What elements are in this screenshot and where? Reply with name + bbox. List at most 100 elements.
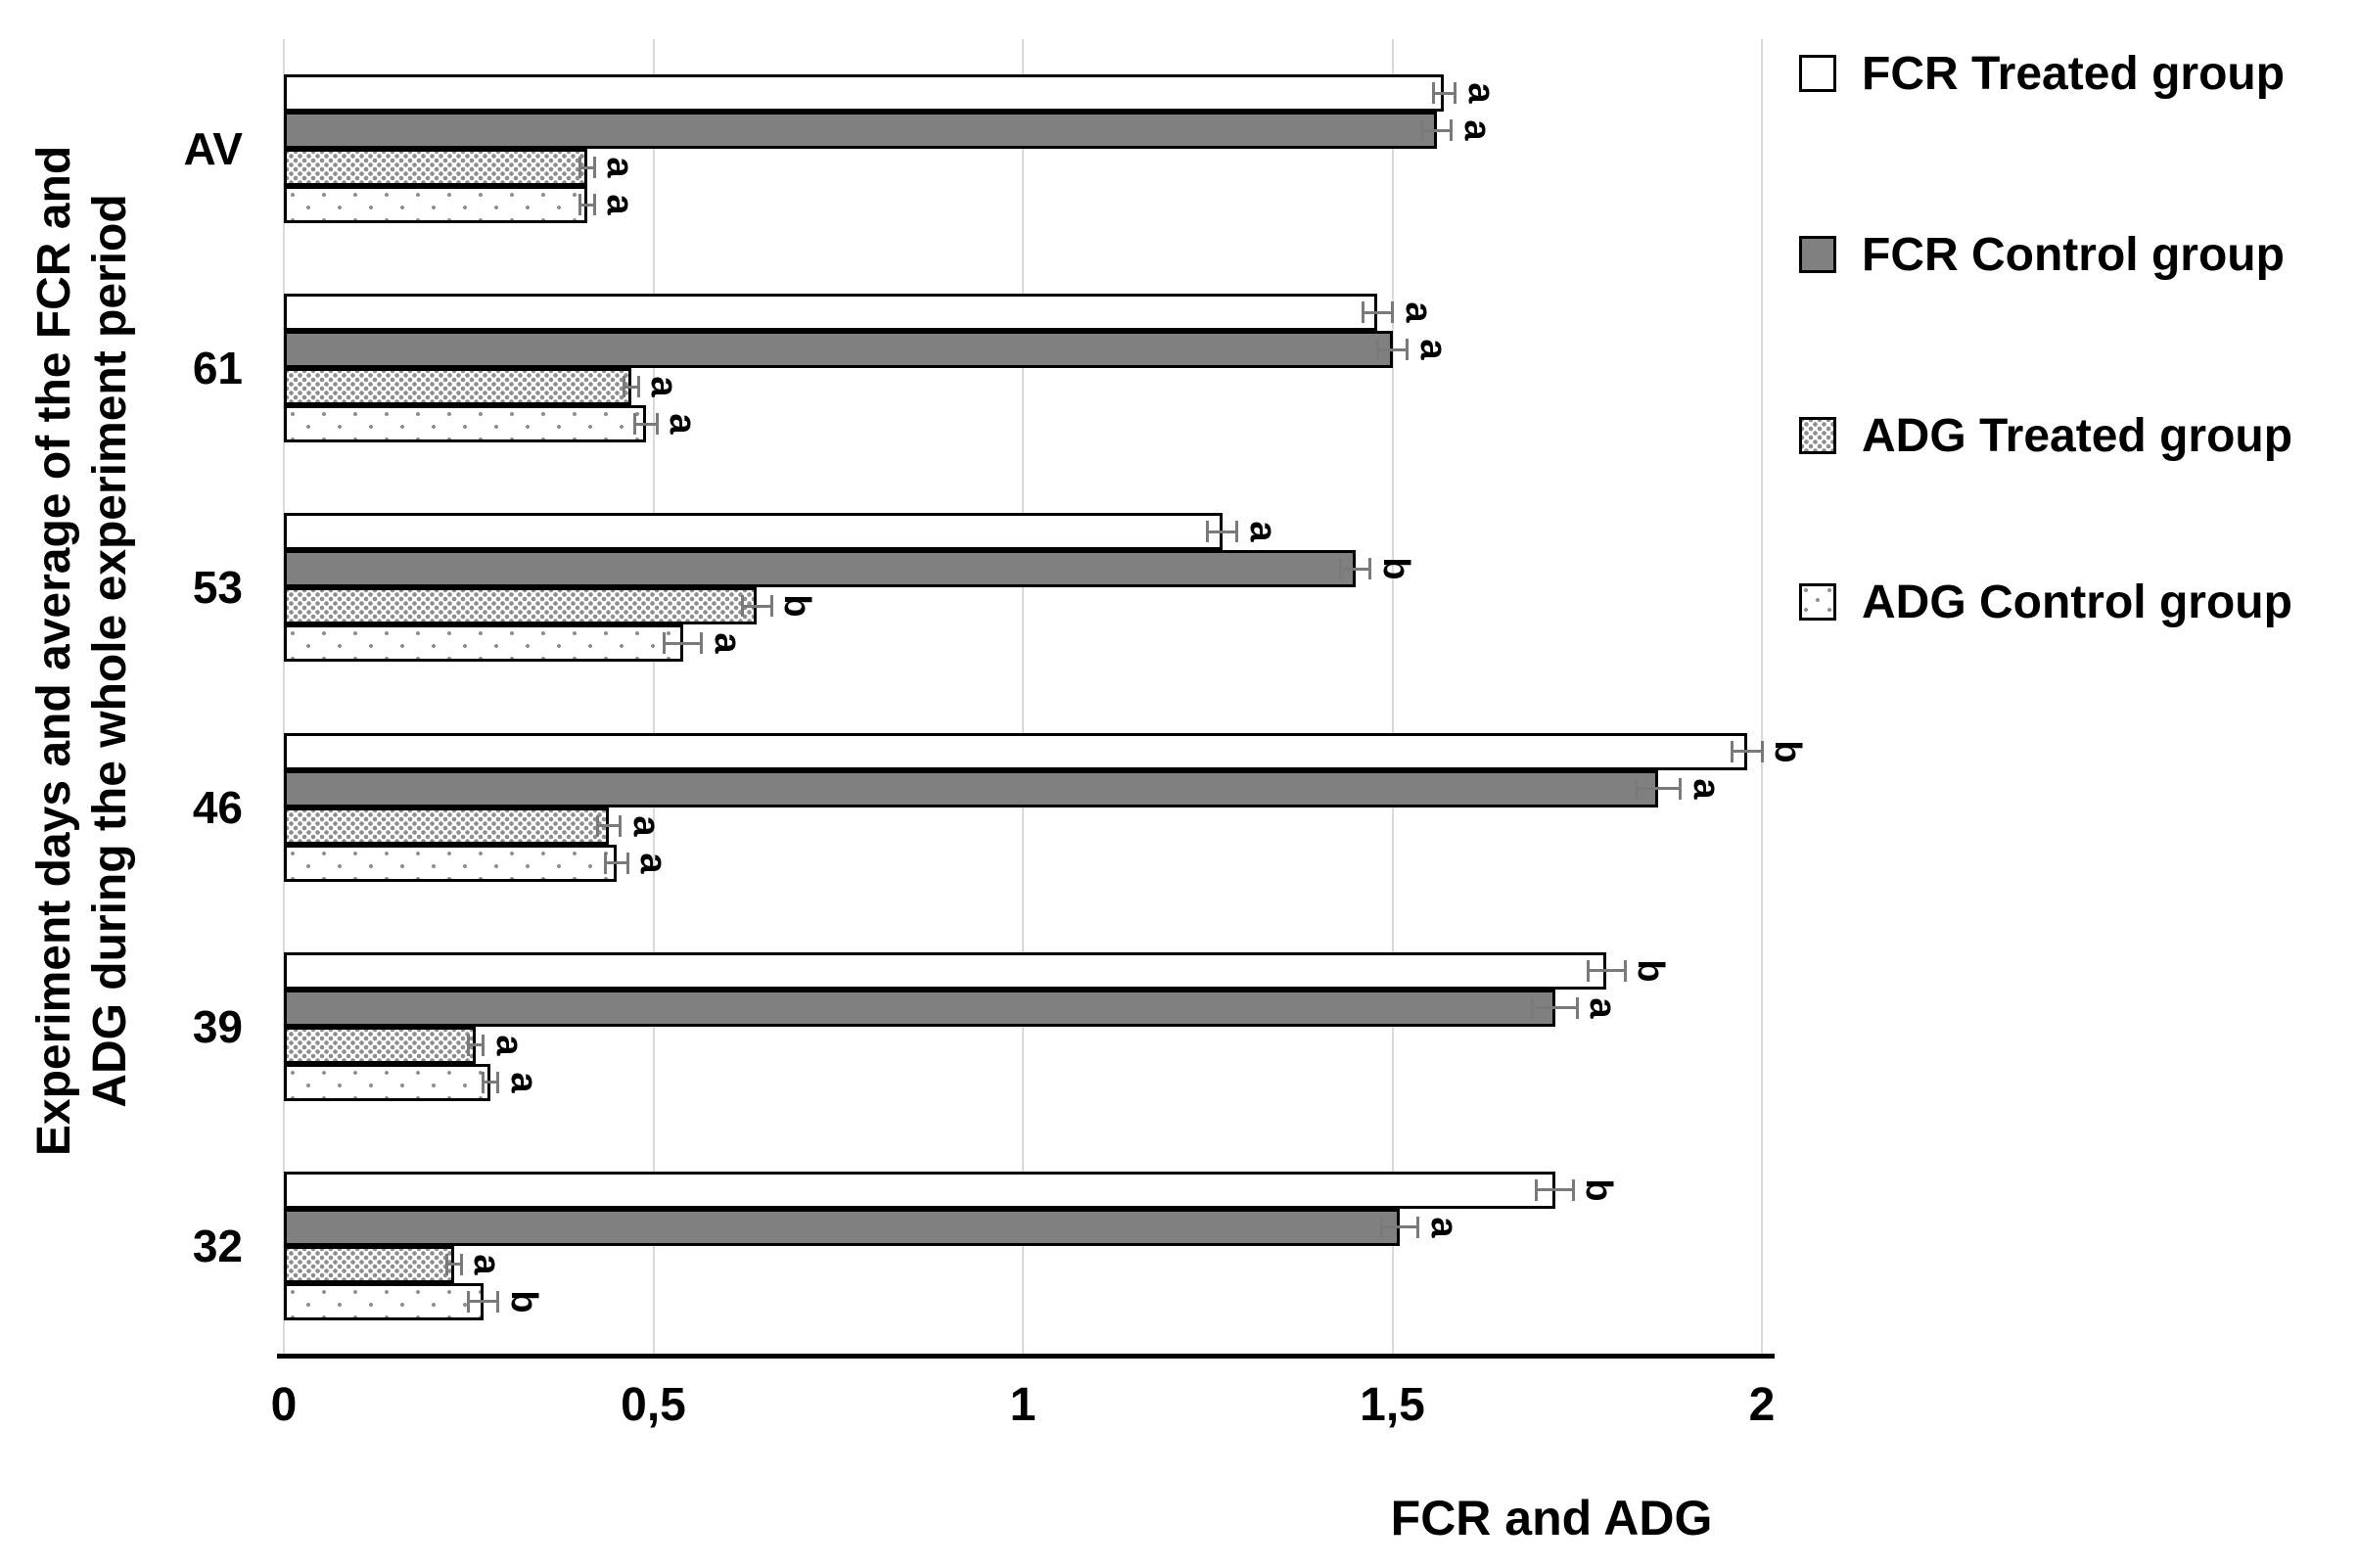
error-bar-cap [592, 194, 596, 215]
error-bar-cap [596, 814, 600, 837]
significance-letter: a [599, 194, 641, 215]
error-bar-cap [482, 1071, 485, 1093]
error-bar [742, 604, 772, 608]
error-bar-cap [655, 413, 659, 436]
significance-letter: a [1582, 997, 1624, 1019]
gridline-2 [1761, 39, 1763, 1356]
error-bar-cap [467, 1290, 471, 1313]
bar-32-adg-treated-group [284, 1245, 454, 1283]
error-bar-cap [1635, 777, 1639, 800]
error-bar-cap [1531, 996, 1535, 1019]
bar-46-fcr-control-group [284, 769, 1659, 807]
error-bar-cap [578, 157, 581, 178]
error-bar [624, 385, 639, 389]
bar-AV-adg-treated-group [284, 149, 587, 186]
error-bar-cap [578, 194, 581, 215]
significance-letter: a [502, 1072, 544, 1093]
bar-32-adg-control-group [284, 1282, 484, 1320]
bar-61-fcr-treated-group [284, 294, 1378, 332]
gridline-0 [283, 39, 285, 1356]
significance-letter: b [1578, 1178, 1620, 1202]
error-bar [468, 1043, 484, 1047]
error-bar-cap [1235, 521, 1239, 543]
category-label-53: 53 [192, 562, 243, 614]
error-bar-cap [496, 1071, 500, 1093]
significance-letter: a [1411, 339, 1454, 360]
x-axis-title: FCR and ADG [1390, 1491, 1713, 1545]
error-bar-cap [1623, 959, 1627, 982]
category-label-32: 32 [192, 1220, 243, 1271]
category-label-AV: AV [183, 123, 244, 174]
bar-32-fcr-control-group [284, 1208, 1401, 1246]
category-label-39: 39 [192, 1000, 243, 1052]
bar-39-adg-control-group [284, 1063, 491, 1101]
bar-AV-adg-control-group [284, 186, 587, 223]
bar-46-adg-treated-group [284, 807, 610, 845]
error-bar [1636, 787, 1681, 790]
error-bar-cap [769, 595, 773, 618]
error-bar [605, 861, 628, 864]
error-bar-cap [1679, 777, 1683, 800]
y-axis-title-line2: ADG during the whole experiment period [84, 194, 136, 1108]
error-bar-cap [467, 1034, 471, 1056]
bar-46-fcr-treated-group [284, 732, 1747, 770]
bar-53-fcr-control-group [284, 550, 1356, 588]
significance-letter: a [706, 632, 748, 654]
bar-46-adg-control-group [284, 844, 617, 882]
bar-39-fcr-treated-group [284, 951, 1607, 990]
error-bar [597, 824, 621, 827]
error-bar-cap [1450, 119, 1454, 141]
category-label-46: 46 [192, 781, 243, 833]
bar-53-adg-treated-group [284, 587, 758, 625]
significance-letter: b [776, 594, 818, 618]
significance-letter: a [1422, 1217, 1464, 1238]
error-bar-cap [1571, 1178, 1575, 1201]
bar-61-adg-control-group [284, 405, 646, 443]
error-bar-cap [444, 1253, 448, 1275]
error-bar [634, 422, 658, 426]
error-bar [1340, 567, 1370, 571]
error-bar [1433, 91, 1456, 95]
bar-AV-fcr-treated-group [284, 74, 1445, 112]
error-bar [1421, 128, 1452, 132]
significance-letter: a [1685, 777, 1727, 800]
error-bar-cap [1391, 301, 1394, 324]
error-bar-cap [482, 1034, 485, 1056]
error-bar [1363, 310, 1393, 314]
significance-letter: b [1630, 959, 1672, 983]
error-bar-cap [592, 157, 596, 178]
x-tick-label: 1 [1009, 1379, 1037, 1431]
error-bar-cap [633, 413, 637, 436]
error-bar [579, 203, 595, 207]
error-bar [579, 165, 595, 169]
error-bar-cap [740, 595, 744, 618]
error-bar-cap [603, 852, 607, 874]
bar-32-fcr-treated-group [284, 1171, 1555, 1209]
legend-label: ADG Control group [1862, 576, 2292, 628]
error-bar-cap [1454, 82, 1457, 104]
error-bar [1532, 1006, 1578, 1010]
error-bar [1536, 1188, 1574, 1192]
error-bar-cap [1379, 1216, 1383, 1238]
error-bar [446, 1263, 462, 1267]
x-tick-label: 2 [1748, 1379, 1776, 1431]
legend-label: FCR Treated group [1862, 48, 2286, 100]
error-bar-cap [663, 632, 667, 655]
error-bar [1207, 530, 1237, 533]
error-bar-cap [700, 632, 704, 655]
significance-letter: a [632, 852, 674, 874]
error-bar-cap [1361, 301, 1364, 324]
legend-label: ADG Treated group [1862, 410, 2293, 462]
x-tick-label: 0 [270, 1379, 298, 1431]
significance-letter: b [1374, 557, 1416, 580]
error-bar-cap [1587, 959, 1591, 982]
legend-swatch-white [1799, 55, 1836, 92]
bar-53-fcr-treated-group [284, 513, 1223, 551]
error-bar-cap [1731, 740, 1734, 762]
error-bar-cap [619, 814, 623, 837]
category-label-61: 61 [192, 343, 243, 394]
significance-letter: b [502, 1290, 544, 1314]
error-bar-cap [1339, 558, 1343, 580]
error-bar-cap [459, 1253, 463, 1275]
